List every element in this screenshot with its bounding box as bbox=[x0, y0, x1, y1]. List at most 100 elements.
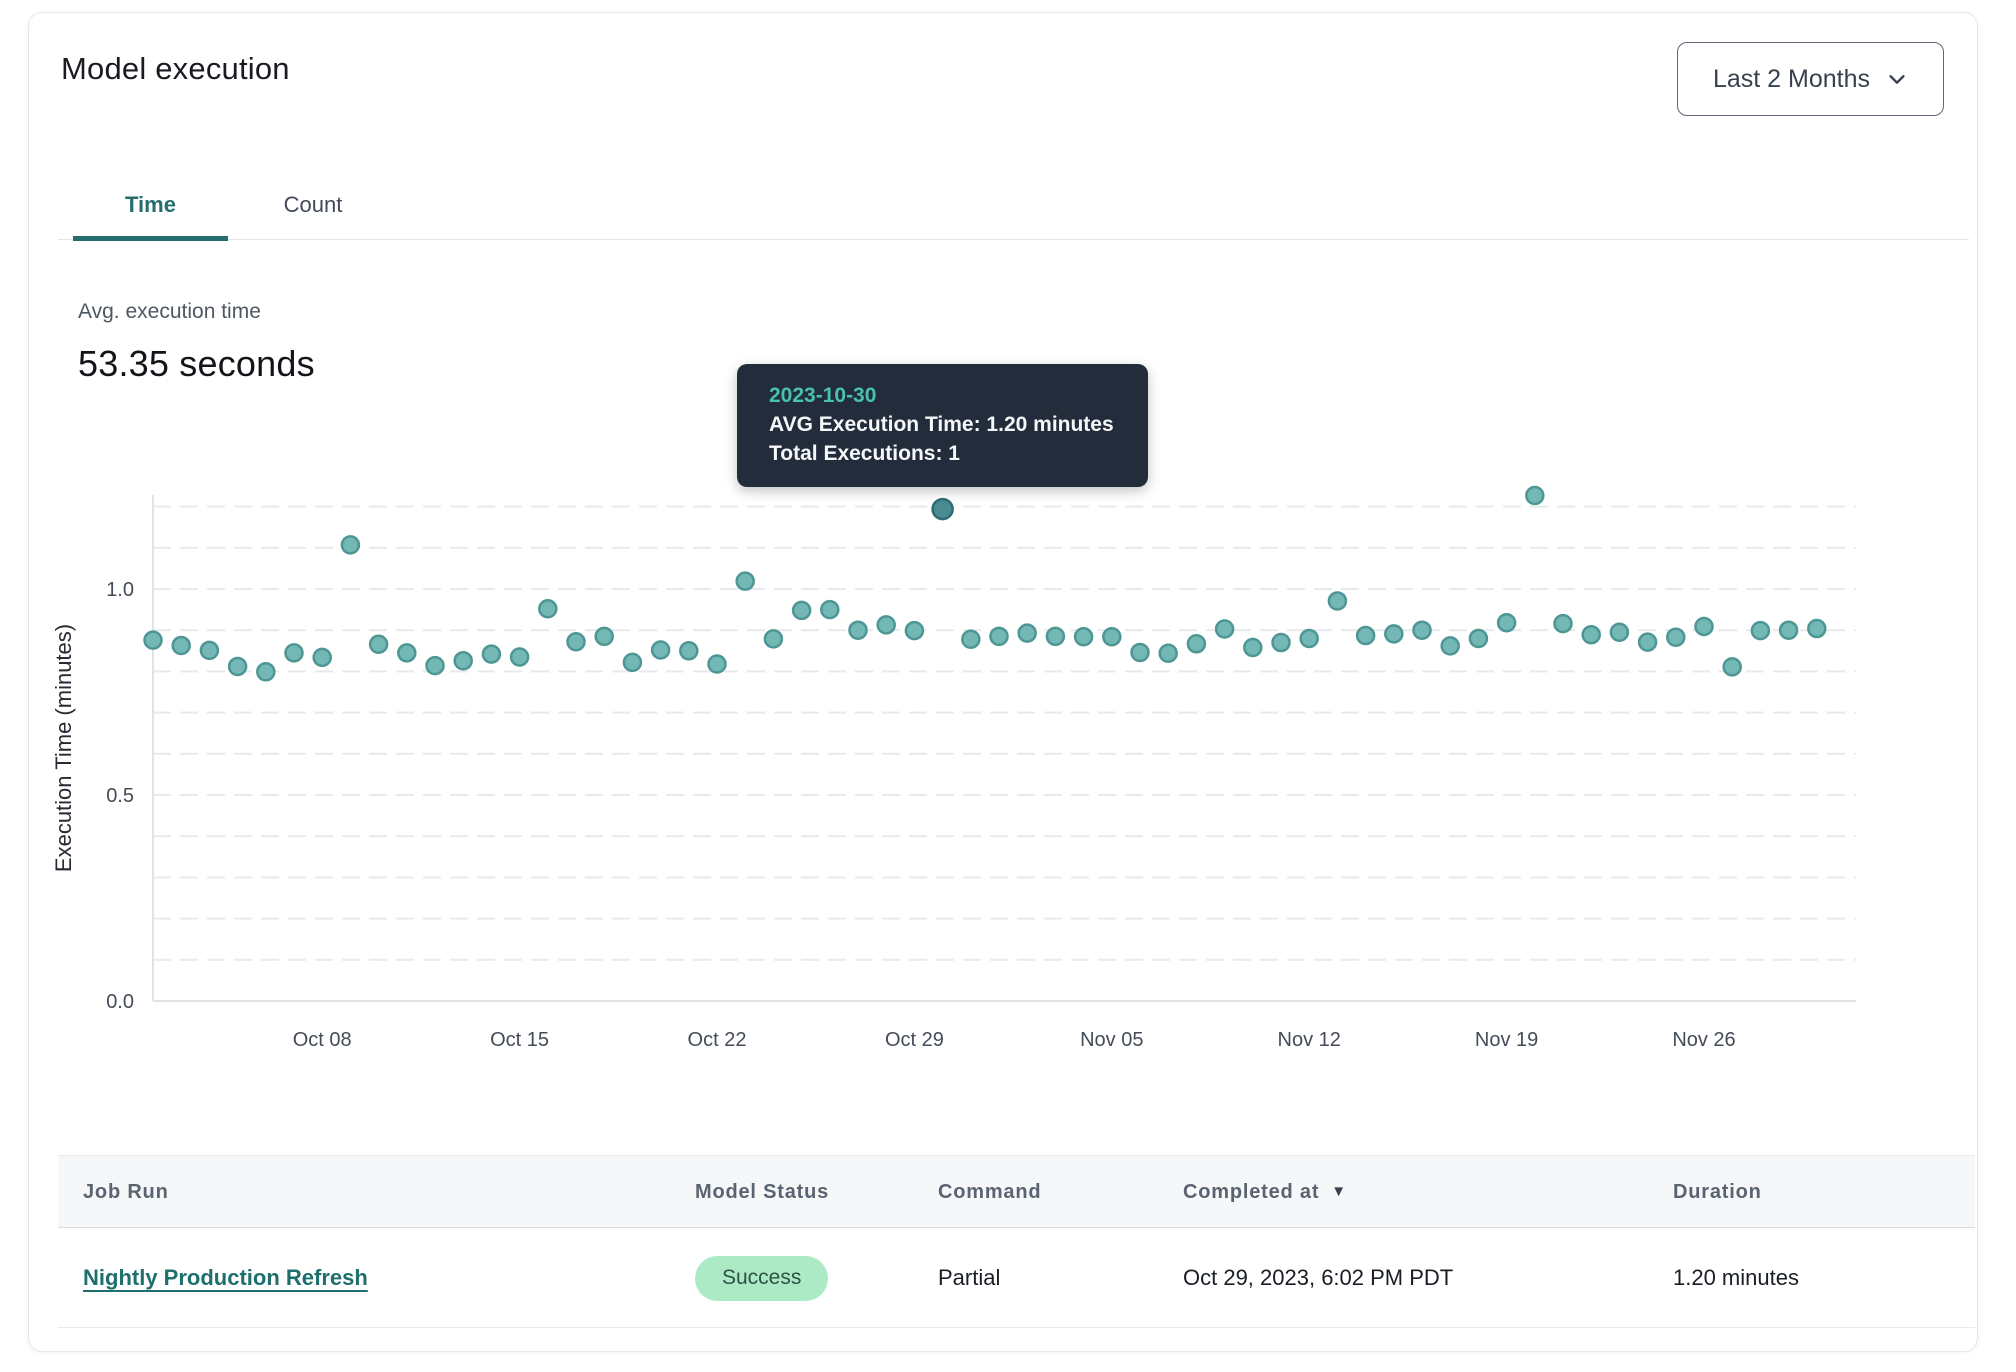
status-badge: Success bbox=[695, 1255, 829, 1301]
x-tick-label: Oct 22 bbox=[688, 1029, 747, 1051]
job-run-link[interactable]: Nightly Production Refresh bbox=[83, 1265, 368, 1290]
data-point[interactable] bbox=[1609, 622, 1630, 643]
data-point[interactable] bbox=[1384, 624, 1404, 644]
data-point[interactable] bbox=[1440, 636, 1460, 656]
data-point[interactable] bbox=[1243, 637, 1263, 658]
data-point[interactable] bbox=[961, 629, 981, 650]
data-point[interactable] bbox=[1722, 657, 1742, 677]
y-tick-label: 0.5 bbox=[106, 785, 134, 807]
data-point[interactable] bbox=[1073, 627, 1094, 647]
command-cell: Partial bbox=[938, 1265, 1001, 1290]
duration-cell: 1.20 minutes bbox=[1673, 1265, 1799, 1290]
data-point[interactable] bbox=[735, 571, 755, 591]
completed-at-cell: Oct 29, 2023, 6:02 PM PDT bbox=[1183, 1265, 1454, 1290]
data-point[interactable] bbox=[143, 630, 163, 650]
tooltip-total-executions: Total Executions: 1 bbox=[769, 442, 960, 465]
data-point[interactable] bbox=[1750, 620, 1771, 641]
data-point-highlighted[interactable] bbox=[931, 497, 954, 521]
tab-count[interactable]: Count bbox=[256, 173, 370, 236]
active-tab-underline bbox=[73, 236, 228, 241]
data-point[interactable] bbox=[679, 641, 699, 661]
date-range-dropdown[interactable]: Last 2 Months bbox=[1677, 42, 1944, 116]
tab-time[interactable]: Time bbox=[73, 173, 228, 236]
model-execution-card: Model execution Last 2 Months Time Count… bbox=[28, 12, 1978, 1352]
x-tick-label: Oct 08 bbox=[293, 1029, 352, 1051]
data-point[interactable] bbox=[1017, 623, 1037, 643]
column-header-job-run: Job Run bbox=[83, 1181, 169, 1203]
data-point[interactable] bbox=[791, 600, 812, 621]
data-point[interactable] bbox=[820, 599, 840, 620]
data-point[interactable] bbox=[707, 654, 727, 674]
data-point[interactable] bbox=[1299, 628, 1319, 649]
column-header-duration: Duration bbox=[1673, 1181, 1762, 1203]
data-point[interactable] bbox=[1525, 485, 1545, 506]
tab-count-label: Count bbox=[283, 191, 343, 217]
data-point[interactable] bbox=[1271, 632, 1291, 653]
data-point[interactable] bbox=[227, 656, 248, 677]
data-point[interactable] bbox=[763, 629, 784, 649]
job-run-cell: Nightly Production Refresh bbox=[83, 1228, 368, 1328]
column-header-command: Command bbox=[938, 1181, 1042, 1203]
x-tick-label: Oct 15 bbox=[490, 1029, 549, 1051]
data-point[interactable] bbox=[538, 599, 558, 619]
data-point[interactable] bbox=[1412, 620, 1432, 640]
data-point[interactable] bbox=[397, 643, 417, 663]
data-point[interactable] bbox=[199, 640, 220, 661]
data-point[interactable] bbox=[848, 620, 868, 640]
data-point[interactable] bbox=[509, 647, 530, 667]
data-point[interactable] bbox=[1186, 634, 1207, 654]
avg-execution-time-label: Avg. execution time bbox=[78, 300, 261, 323]
tooltip-avg-execution: AVG Execution Time: 1.20 minutes bbox=[769, 413, 1114, 436]
data-point[interactable] bbox=[1327, 591, 1348, 611]
data-point[interactable] bbox=[594, 626, 614, 647]
data-point[interactable] bbox=[1778, 620, 1799, 640]
y-tick-label: 0.0 bbox=[106, 991, 134, 1013]
data-point[interactable] bbox=[1581, 624, 1601, 645]
data-point[interactable] bbox=[1496, 613, 1517, 633]
data-point[interactable] bbox=[1158, 643, 1178, 664]
x-tick-label: Nov 12 bbox=[1278, 1029, 1341, 1051]
data-point[interactable] bbox=[1355, 625, 1376, 646]
data-point[interactable] bbox=[1468, 628, 1489, 649]
data-point[interactable] bbox=[453, 650, 473, 671]
data-point[interactable] bbox=[1637, 632, 1658, 652]
avg-execution-time-value: 53.35 seconds bbox=[78, 343, 315, 384]
x-tick-label: Nov 19 bbox=[1475, 1029, 1538, 1051]
data-point[interactable] bbox=[171, 635, 191, 656]
table-header-row: Job Run Model Status Command Completed a… bbox=[58, 1155, 1975, 1228]
chevron-down-icon bbox=[1886, 68, 1908, 90]
column-header-completed-at[interactable]: Completed at ▼ bbox=[1183, 1181, 1347, 1203]
data-point[interactable] bbox=[481, 644, 502, 664]
data-point[interactable] bbox=[340, 535, 361, 555]
sort-desc-icon[interactable]: ▼ bbox=[1331, 1183, 1347, 1200]
data-point[interactable] bbox=[425, 655, 445, 676]
column-header-model-status: Model Status bbox=[695, 1181, 830, 1203]
table-row: Nightly Production Refresh Success Parti… bbox=[58, 1228, 1975, 1328]
data-point[interactable] bbox=[566, 631, 586, 652]
data-point[interactable] bbox=[256, 662, 276, 682]
data-point[interactable] bbox=[904, 620, 925, 641]
x-tick-label: Nov 05 bbox=[1080, 1029, 1143, 1051]
date-range-label: Last 2 Months bbox=[1712, 64, 1871, 93]
data-point[interactable] bbox=[989, 626, 1009, 647]
data-point[interactable] bbox=[622, 652, 643, 673]
data-point[interactable] bbox=[368, 634, 389, 654]
data-point[interactable] bbox=[1694, 616, 1714, 637]
data-point[interactable] bbox=[312, 647, 332, 668]
page-title: Model execution bbox=[61, 51, 290, 86]
data-point[interactable] bbox=[876, 615, 896, 635]
data-point[interactable] bbox=[1102, 627, 1122, 647]
data-point[interactable] bbox=[284, 643, 304, 663]
data-point[interactable] bbox=[1045, 626, 1066, 647]
data-point[interactable] bbox=[1666, 627, 1686, 647]
x-tick-label: Nov 26 bbox=[1672, 1029, 1735, 1051]
model-status-cell: Success bbox=[695, 1228, 829, 1328]
data-point[interactable] bbox=[1214, 619, 1235, 639]
data-point[interactable] bbox=[1130, 642, 1150, 663]
data-point[interactable] bbox=[1553, 613, 1573, 634]
data-point[interactable] bbox=[650, 640, 671, 660]
data-point[interactable] bbox=[1807, 618, 1827, 639]
y-axis-title: Execution Time (minutes) bbox=[51, 624, 76, 872]
tab-time-label: Time bbox=[125, 191, 176, 217]
